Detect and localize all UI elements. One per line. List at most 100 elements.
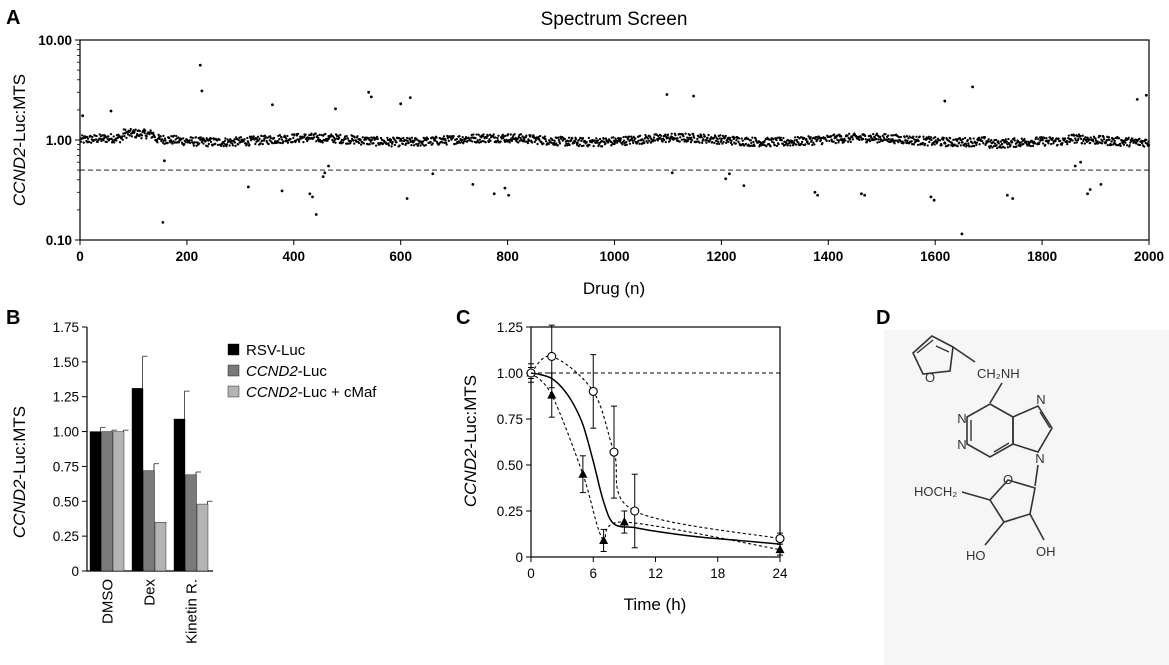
panel-c-xtick-label: 0: [527, 566, 535, 581]
panel-a-point: [410, 143, 413, 147]
panel-a-point: [511, 135, 515, 139]
panel-a-point: [709, 138, 712, 141]
panel-a-point: [928, 140, 931, 144]
panel-a-point: [376, 135, 379, 139]
panel-a-point: [1083, 142, 1087, 145]
purine-five-ring: [1012, 404, 1053, 453]
panel-a-point: [719, 134, 722, 137]
structure-background: [884, 330, 1169, 665]
panel-a-point: [789, 144, 792, 147]
panel-a-point: [897, 140, 900, 144]
panel-b-bar: [173, 418, 186, 572]
panel-b-bar: [196, 503, 209, 572]
panel-a-xtick-label: 1800: [1027, 249, 1057, 264]
panel-a-point: [536, 142, 539, 146]
panel-a-point: [259, 142, 262, 145]
panel-a-point: [997, 140, 1000, 143]
panel-a-point: [175, 134, 178, 138]
panel-a-point: [1020, 137, 1023, 140]
panel-a-point: [499, 140, 502, 143]
panel-a-point: [638, 142, 641, 145]
panel-a-point: [207, 142, 210, 146]
panel-a-point: [978, 143, 981, 146]
panel-a-point: [844, 139, 847, 142]
panel-a-point: [1013, 139, 1016, 142]
panel-a-point: [1051, 138, 1054, 142]
panel-a-point: [372, 141, 375, 145]
panel-b-category-label: Dex: [141, 579, 158, 606]
panel-a-outlier-point: [724, 177, 728, 181]
panel-a-point: [795, 143, 798, 146]
panel-a-point: [965, 144, 968, 147]
panel-a-point: [426, 137, 430, 141]
panel-a-point: [876, 141, 879, 144]
panel-a-point: [612, 139, 616, 142]
panel-a-outlier-point: [311, 195, 314, 199]
panel-a-point: [926, 144, 929, 147]
panel-a-point: [893, 142, 896, 145]
panel-a-point: [518, 139, 522, 142]
panel-a-point: [1011, 141, 1014, 144]
panel-a-point: [772, 138, 775, 141]
panel-a-point: [248, 143, 251, 146]
panel-a-point: [225, 145, 228, 148]
panel-a-point: [989, 144, 992, 148]
panel-a-point: [582, 144, 585, 147]
panel-a-point: [1042, 142, 1045, 145]
panel-a-point: [992, 141, 995, 144]
panel-a-point: [753, 144, 756, 148]
ho-label: HO: [966, 548, 986, 563]
panel-a-point: [999, 140, 1003, 143]
panel-a-point: [129, 129, 132, 133]
panel-a-point: [145, 135, 148, 138]
panel-a-point: [987, 138, 990, 141]
panel-a-point: [907, 137, 910, 140]
panel-a-point: [286, 134, 289, 138]
panel-a-outlier-point: [665, 93, 669, 96]
hoch2-bond: [961, 491, 991, 501]
panel-a-point: [828, 139, 831, 143]
panel-a-point: [849, 140, 852, 144]
panel-letter-b: B: [6, 307, 20, 329]
panel-a-point: [294, 139, 298, 142]
panel-a-point: [851, 138, 855, 141]
panel-a-point: [788, 141, 791, 144]
panel-a-point: [575, 143, 579, 146]
panel-a-point: [598, 137, 602, 141]
panel-a-point: [444, 141, 448, 144]
panel-a-point: [153, 135, 156, 139]
panel-a-point: [510, 139, 514, 143]
panel-a-point: [904, 139, 907, 142]
panel-a-outlier-point: [1144, 93, 1148, 97]
panel-a-point: [838, 133, 841, 136]
panel-a-point: [514, 136, 517, 140]
panel-a-point: [387, 142, 390, 145]
furan-double-bond-2: [935, 345, 950, 353]
panel-a-point: [368, 143, 371, 146]
panel-c-ytick-label: 0.75: [497, 412, 523, 427]
panel-a-point: [858, 138, 861, 142]
panel-a-point: [773, 144, 776, 147]
panel-a-point: [166, 141, 169, 145]
panel-a-xtick-label: 0: [76, 249, 84, 264]
panel-a-point: [198, 142, 201, 145]
panel-a-point: [646, 141, 649, 144]
nitrogen-label-n3: N: [957, 437, 966, 452]
panel-a-point: [872, 132, 875, 136]
panel-a-point: [415, 143, 418, 146]
panel-a-point: [544, 138, 547, 141]
panel-a-point: [1092, 140, 1095, 143]
panel-a-point: [341, 141, 345, 144]
panel-a-point: [713, 141, 716, 145]
panel-a-point: [314, 132, 317, 135]
panel-a-point: [973, 144, 976, 148]
panel-a-point: [461, 138, 464, 142]
panel-a-point: [286, 141, 290, 144]
panel-a-point: [664, 140, 667, 144]
panel-a-xtick-label: 2000: [1134, 249, 1164, 264]
panel-a-point: [1100, 142, 1104, 145]
panel-a-point: [661, 140, 664, 143]
panel-a-point: [834, 141, 837, 145]
panel-a-point: [389, 138, 393, 142]
panel-a-point: [413, 139, 416, 142]
